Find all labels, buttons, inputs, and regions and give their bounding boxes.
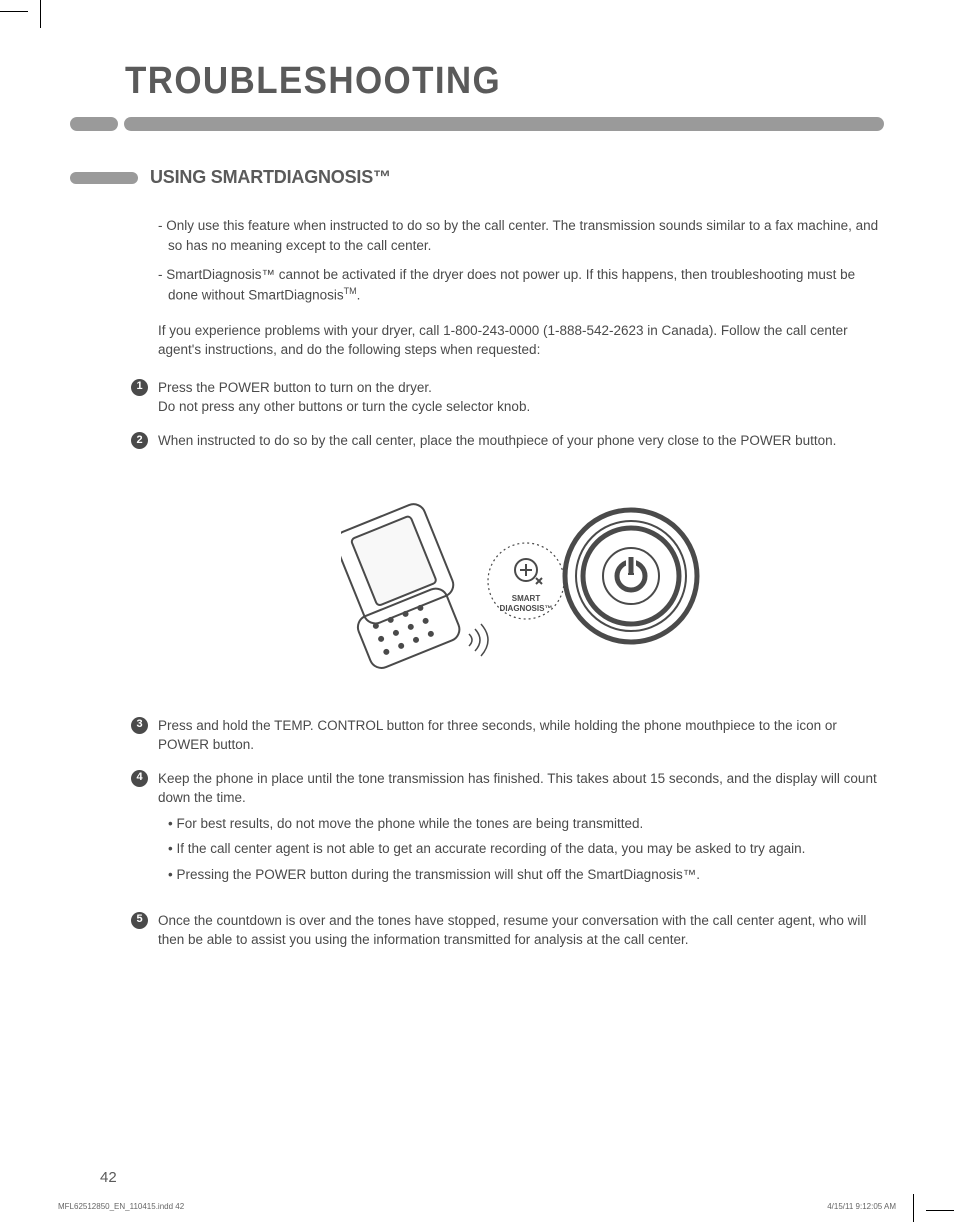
trademark-symbol: TM xyxy=(344,286,357,296)
step-number-icon: 1 xyxy=(131,379,148,396)
crop-mark xyxy=(913,1194,914,1222)
step-number-icon: 5 xyxy=(131,912,148,929)
decor-pill xyxy=(70,117,118,131)
sub-bullet: • Pressing the POWER button during the t… xyxy=(168,865,884,885)
note-text: . xyxy=(357,287,361,302)
diagram: SMART DIAGNOSIS™ xyxy=(158,471,884,686)
step-item: 2 When instructed to do so by the call c… xyxy=(158,431,884,451)
decor-pill xyxy=(124,117,884,131)
step-number-icon: 2 xyxy=(131,432,148,449)
note-text: - SmartDiagnosis™ cannot be activated if… xyxy=(158,267,855,302)
step-item: 4 Keep the phone in place until the tone… xyxy=(158,769,884,885)
decor-pill xyxy=(70,172,138,184)
footer-timestamp: 4/15/11 9:12:05 AM xyxy=(827,1202,896,1211)
step-text: Once the countdown is over and the tones… xyxy=(158,911,884,950)
step-item: 5 Once the countdown is over and the ton… xyxy=(158,911,884,950)
step-number-icon: 4 xyxy=(131,770,148,787)
page-content: TROUBLESHOOTING USING SMARTDIAGNOSIS™ - … xyxy=(70,60,884,964)
step-number-icon: 3 xyxy=(131,717,148,734)
sub-bullet: • For best results, do not move the phon… xyxy=(168,814,884,834)
diagram-label: DIAGNOSIS™ xyxy=(500,604,553,613)
title-divider xyxy=(70,117,884,131)
section-heading-row: USING SMARTDIAGNOSIS™ xyxy=(70,167,884,188)
crop-mark xyxy=(926,1210,954,1211)
step-body: Keep the phone in place until the tone t… xyxy=(158,769,884,885)
footer-filename: MFL62512850_EN_110415.indd 42 xyxy=(58,1202,184,1211)
intro-paragraph: If you experience problems with your dry… xyxy=(158,321,884,360)
step-item: 3 Press and hold the TEMP. CONTROL butto… xyxy=(158,716,884,755)
step-text: Keep the phone in place until the tone t… xyxy=(158,769,884,808)
diagram-label: SMART xyxy=(512,594,541,603)
crop-mark xyxy=(0,11,28,12)
page-title: TROUBLESHOOTING xyxy=(125,60,823,103)
step-text: When instructed to do so by the call cen… xyxy=(158,431,884,451)
step-text: Press the POWER button to turn on the dr… xyxy=(158,378,884,398)
section-title: USING SMARTDIAGNOSIS™ xyxy=(150,167,391,188)
step-text: Do not press any other buttons or turn t… xyxy=(158,397,884,417)
crop-mark xyxy=(40,0,41,28)
sub-bullet: • If the call center agent is not able t… xyxy=(168,839,884,859)
page-number: 42 xyxy=(100,1169,117,1186)
note-item: - SmartDiagnosis™ cannot be activated if… xyxy=(158,265,884,305)
note-item: - Only use this feature when instructed … xyxy=(158,216,884,255)
step-body: Press the POWER button to turn on the dr… xyxy=(158,378,884,417)
step-text: Press and hold the TEMP. CONTROL button … xyxy=(158,716,884,755)
body-content: - Only use this feature when instructed … xyxy=(158,216,884,950)
smartdiagnosis-diagram-icon: SMART DIAGNOSIS™ xyxy=(341,471,701,686)
step-item: 1 Press the POWER button to turn on the … xyxy=(158,378,884,417)
